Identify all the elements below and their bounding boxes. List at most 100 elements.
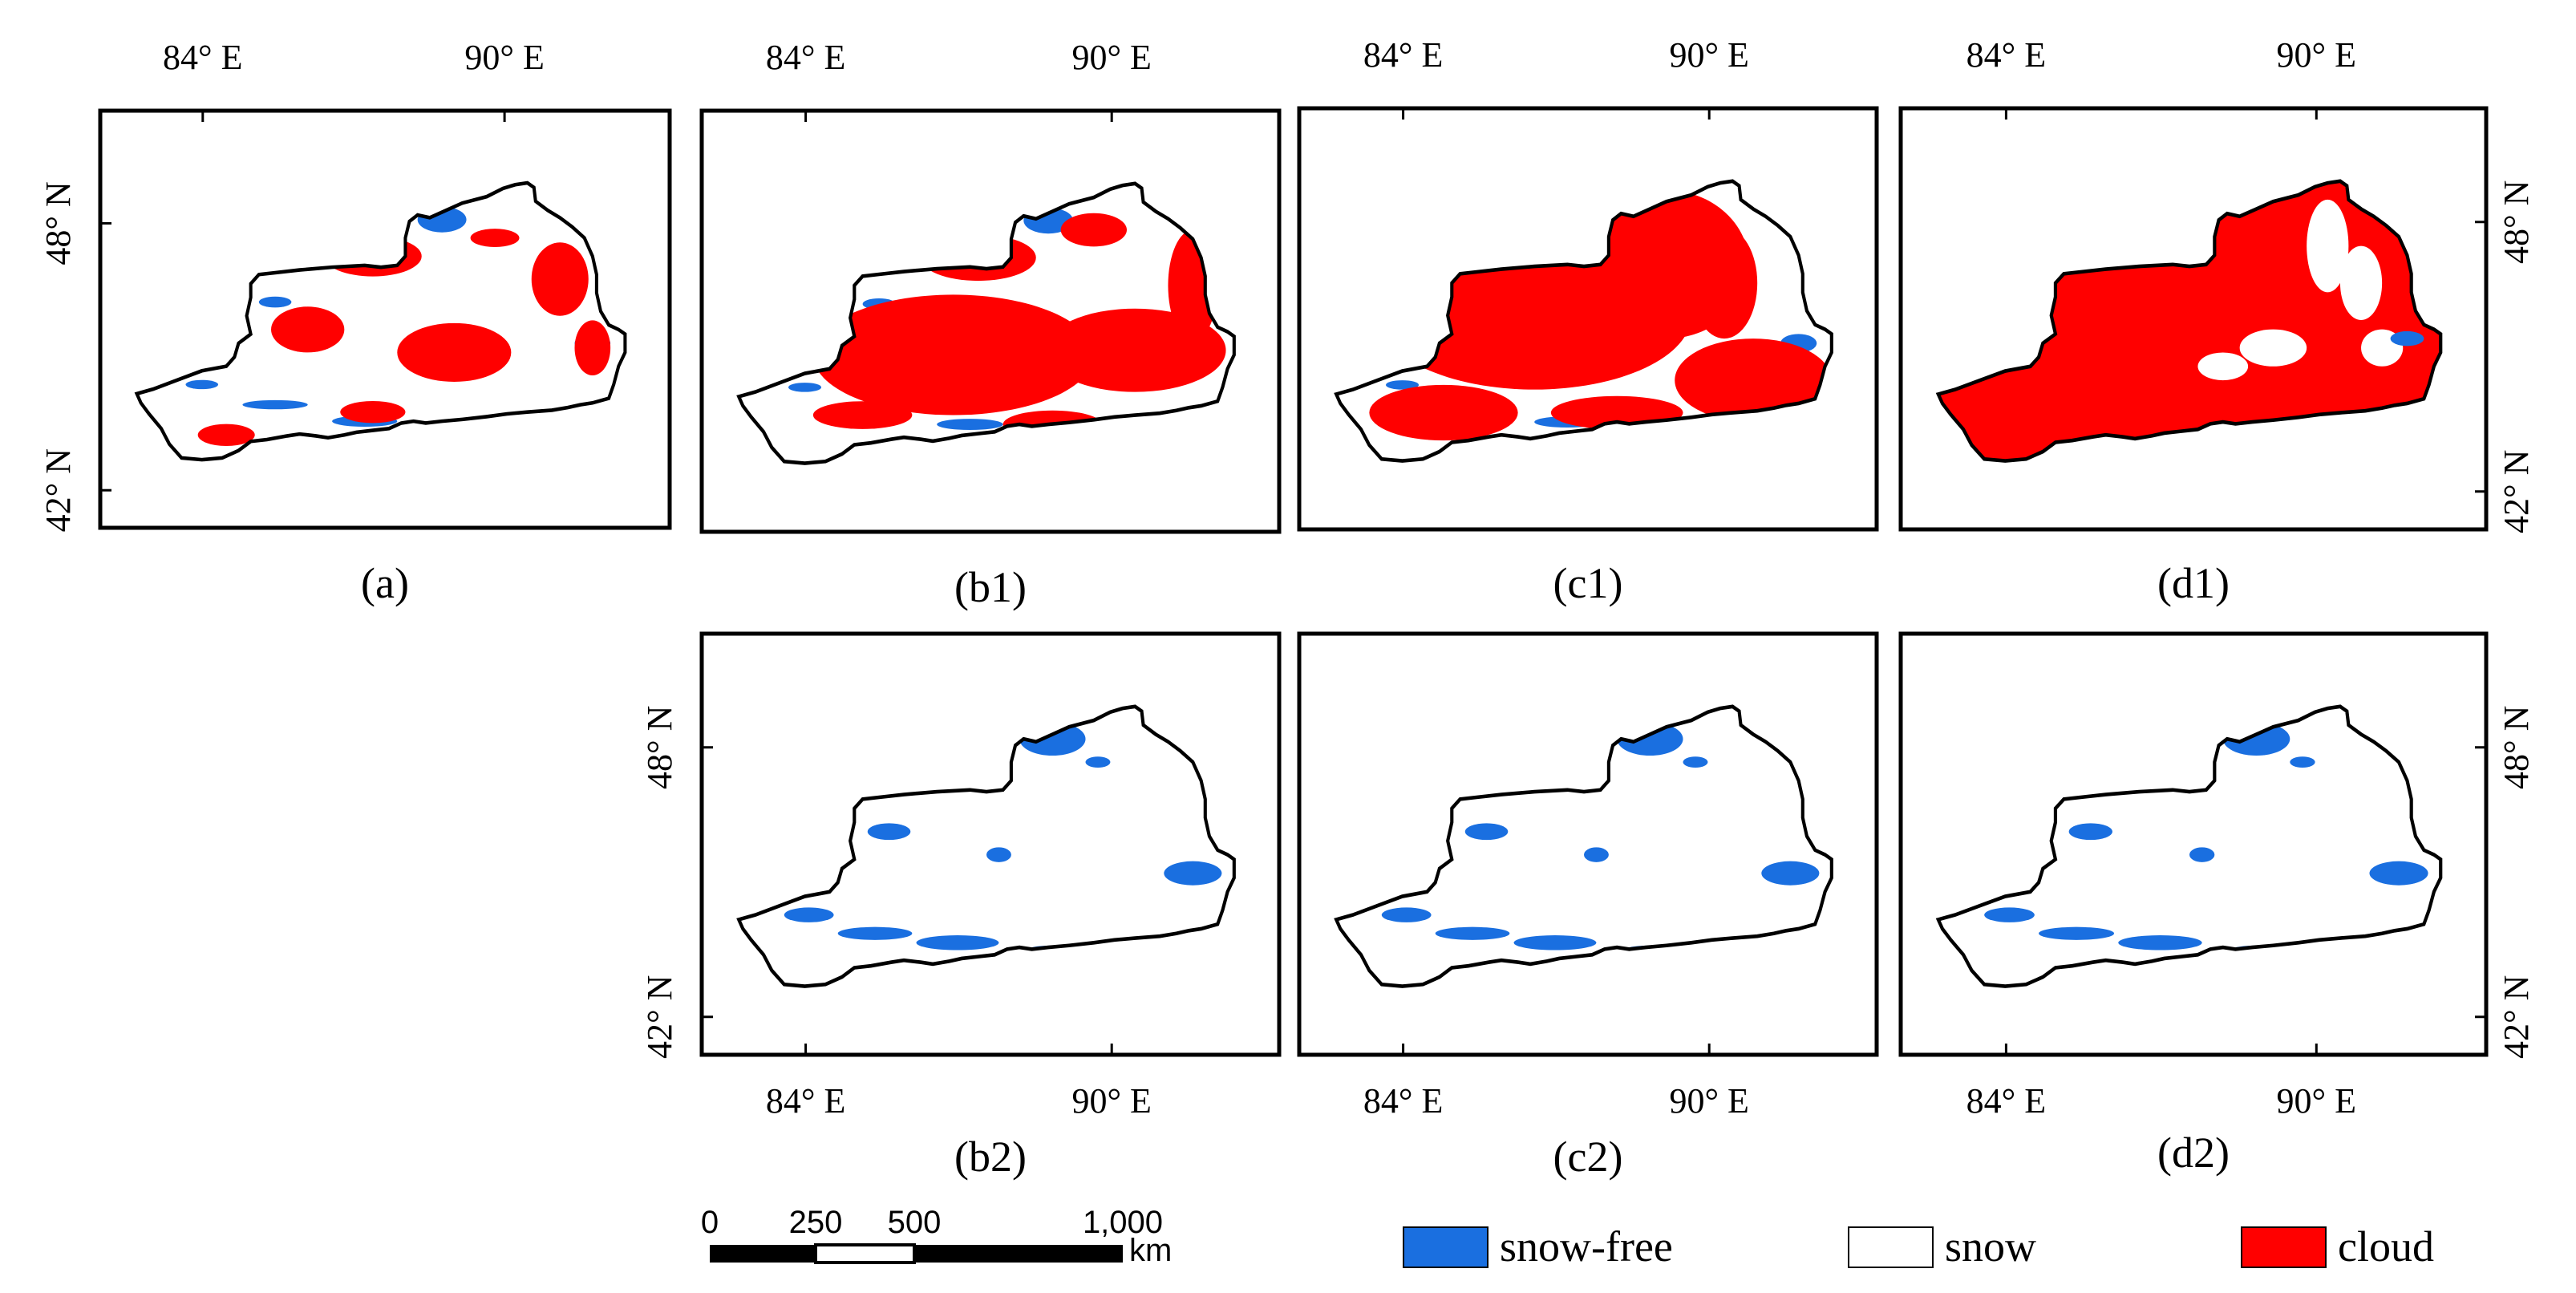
lat-label-42: 42° N [2497, 450, 2536, 533]
lon-label-84: 84° E [163, 38, 242, 77]
snow-patch [2197, 352, 2249, 381]
snow-free-patch [1984, 907, 2035, 922]
snow-free-patch [1584, 847, 1609, 862]
snow-free-patch [185, 379, 219, 390]
region-map [1336, 181, 1832, 461]
lon-label-84: 84° E [1966, 1081, 2046, 1121]
legend-swatch-snow-free [1403, 1226, 1488, 1268]
snow-patch [2339, 245, 2383, 321]
scale-segment-1 [710, 1245, 816, 1263]
lon-label-84: 84° E [1363, 35, 1443, 75]
panel-caption-d2: (d2) [2157, 1129, 2230, 1177]
snow-free-patch [837, 926, 913, 940]
snow-free-patch [1435, 926, 1510, 940]
snow-free-patch [2118, 935, 2202, 950]
cloud-patch [1060, 213, 1127, 247]
cloud-patch [1369, 384, 1518, 441]
lon-label-84: 84° E [1363, 1081, 1443, 1121]
map-panel-c2: 84° E 90° E (c2) [1297, 631, 1879, 1181]
snow-free-patch [1085, 756, 1111, 768]
snow-free-patch [2039, 926, 2115, 940]
cloud-patch [397, 322, 512, 382]
panel-caption-d1: (d1) [2157, 559, 2230, 607]
panel-caption-c1: (c1) [1553, 559, 1623, 607]
cloud-patch [197, 424, 255, 446]
snow-free-patch [1464, 823, 1509, 841]
lat-label-48: 48° N [38, 181, 78, 265]
snow-patch [2307, 199, 2349, 293]
snow-free-patch [937, 419, 1003, 430]
lon-label-90: 90° E [1071, 1081, 1151, 1121]
cloud-patch [1691, 227, 1758, 339]
map-panel-b1: 84° E 90° E (b1) [699, 38, 1282, 611]
panel-caption-c2: (c2) [1553, 1133, 1623, 1181]
lat-label-42: 42° N [38, 448, 78, 532]
lat-label-48: 48° N [2497, 706, 2536, 789]
cloud-patch [812, 294, 1094, 415]
region-map [1938, 181, 2440, 461]
snow-free-patch [1385, 380, 1420, 390]
scale-tick-0: 0 [701, 1205, 719, 1240]
snow-free-patch [2068, 823, 2112, 841]
lon-label-84: 84° E [766, 38, 845, 77]
snow-free-patch [1164, 861, 1222, 886]
snow-free-patch [867, 823, 911, 841]
snow-free-patch [1381, 907, 1432, 922]
lon-label-90: 90° E [2277, 1081, 2356, 1121]
scale-tick-250: 250 [789, 1205, 843, 1240]
snow-free-patch [784, 907, 834, 922]
snow-free-patch [986, 847, 1011, 862]
lon-label-90: 90° E [464, 38, 544, 77]
lat-label-48: 48° N [2497, 180, 2536, 264]
lon-label-90: 90° E [1669, 1081, 1748, 1121]
legend-label-snow-free: snow-free [1500, 1222, 1673, 1271]
region-map [739, 184, 1234, 464]
lon-label-90: 90° E [1071, 38, 1151, 77]
cloud-patch [812, 401, 913, 429]
map-panel-c1: 84° E 90° E (c1) [1297, 35, 1879, 607]
snow-free-patch [1513, 935, 1597, 950]
map-panel-a: 84° E 90° E 48° N 42° N (a) [38, 38, 672, 607]
lon-label-90: 90° E [1669, 35, 1748, 75]
snow-free-patch [242, 399, 308, 410]
lat-label-42: 42° N [2497, 975, 2536, 1059]
snow-patch [2239, 329, 2307, 367]
scale-unit: km [1129, 1233, 1172, 1268]
snow-free-patch [2290, 756, 2315, 768]
snow-free-patch [2369, 861, 2428, 886]
cloud-patch [340, 401, 406, 424]
lon-label-90: 90° E [2277, 35, 2356, 75]
cloud-patch [470, 229, 520, 247]
lat-label-48: 48° N [640, 706, 679, 789]
lat-label-42: 42° N [640, 975, 679, 1059]
snow-free-patch [916, 935, 999, 950]
lon-label-84: 84° E [766, 1081, 845, 1121]
panel-caption-b1: (b1) [954, 563, 1027, 611]
map-panel-b2: 84° E 90° E 48° N 42° N (b2) [640, 631, 1282, 1181]
map-panel-d2: 84° E 90° E 48° N 42° N (d2) [1898, 631, 2536, 1177]
cloud-patch [531, 242, 589, 316]
legend: snow-free snow cloud [1403, 1222, 2434, 1271]
snow-free-patch [2189, 847, 2215, 862]
legend-swatch-snow [1848, 1226, 1934, 1268]
scale-tick-1000: 1,000 [1083, 1205, 1163, 1240]
map-panel-d1: 84° E 90° E 48° N 42° N (d1) [1898, 35, 2536, 607]
snow-free-patch [1683, 756, 1708, 768]
snow-free-patch [258, 296, 292, 308]
scale-segment-2 [814, 1243, 916, 1264]
legend-swatch-cloud [2241, 1226, 2327, 1268]
cloud-patch [271, 306, 345, 353]
cloud-patch [1675, 338, 1832, 423]
snow-free-patch [788, 383, 822, 392]
panel-caption-b2: (b2) [954, 1133, 1027, 1181]
snow-free-patch [2390, 330, 2424, 347]
scale-tick-500: 500 [888, 1205, 942, 1240]
cloud-patch [574, 320, 611, 375]
snow-free-patch [1761, 861, 1820, 886]
legend-label-snow: snow [1945, 1222, 2036, 1271]
legend-label-cloud: cloud [2338, 1222, 2434, 1271]
scale-bar: 0 250 500 1,000 km [701, 1205, 1172, 1268]
panel-caption-a: (a) [361, 559, 409, 607]
scale-segment-3 [914, 1245, 1123, 1263]
